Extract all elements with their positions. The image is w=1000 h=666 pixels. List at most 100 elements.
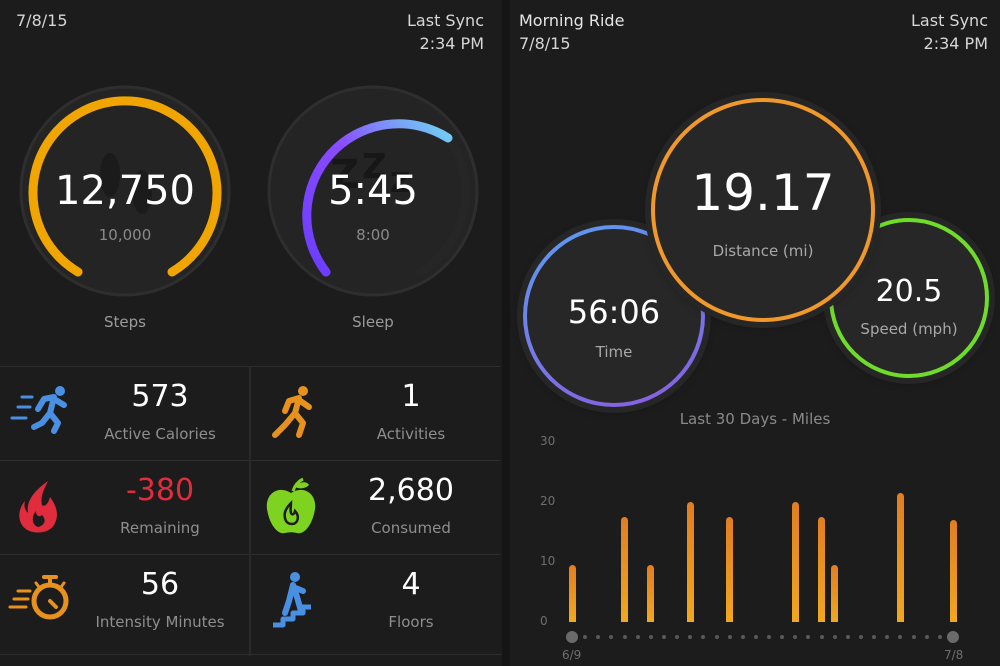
stat-consumed[interactable]: 2,680 Consumed bbox=[251, 460, 500, 553]
activity-date: 7/8/15 bbox=[519, 34, 571, 53]
chart-bar[interactable] bbox=[818, 517, 826, 622]
stat-remaining[interactable]: -380 Remaining bbox=[0, 460, 249, 553]
steps-value: 12,750 bbox=[55, 168, 195, 214]
timeline-dot bbox=[924, 635, 929, 639]
timeline-dot bbox=[832, 635, 837, 639]
timeline-dot bbox=[872, 635, 877, 639]
steps-ring[interactable]: 12,750 10,000 bbox=[10, 80, 240, 310]
timeline-dot bbox=[714, 635, 719, 639]
timeline-dot bbox=[767, 635, 772, 639]
y-tick-label: 10 bbox=[540, 554, 556, 568]
floors-value: 4 bbox=[401, 567, 421, 602]
grid-bottom-border bbox=[0, 654, 502, 655]
chart-bar[interactable] bbox=[568, 565, 576, 622]
sleep-value: 5:45 bbox=[328, 168, 418, 214]
chart-bar[interactable] bbox=[647, 565, 655, 622]
x-end-label: 7/8 bbox=[944, 648, 964, 662]
grid-divider bbox=[249, 366, 251, 656]
stopwatch-icon bbox=[8, 575, 69, 620]
timeline-dot bbox=[727, 635, 732, 639]
chart-bar[interactable] bbox=[791, 502, 799, 622]
timeline-dot bbox=[622, 635, 627, 639]
chart-title: Last 30 Days - Miles bbox=[679, 410, 831, 428]
chart-bar[interactable] bbox=[726, 517, 734, 622]
timeline-dot bbox=[583, 635, 588, 639]
timeline-endpoint bbox=[947, 631, 959, 643]
timeline-dot bbox=[740, 635, 745, 639]
chart-bar[interactable] bbox=[896, 493, 904, 622]
sleep-label: Sleep bbox=[352, 313, 394, 331]
timeline-dot bbox=[661, 635, 666, 639]
timeline-dot bbox=[898, 635, 903, 639]
active-calories-label: Active Calories bbox=[104, 425, 216, 443]
svg-text:Z: Z bbox=[362, 147, 387, 187]
chart-bar[interactable] bbox=[831, 565, 839, 622]
panel-divider bbox=[502, 0, 510, 666]
intensity-minutes-label: Intensity Minutes bbox=[95, 613, 225, 631]
svg-text:Z: Z bbox=[390, 166, 410, 199]
timeline-dot bbox=[937, 635, 942, 639]
flame-icon bbox=[19, 481, 57, 533]
stat-active-calories[interactable]: 573 Active Calories bbox=[0, 366, 249, 459]
zzz-icon: Z Z Z bbox=[330, 147, 410, 199]
right-last-sync-time: 2:34 PM bbox=[923, 34, 988, 53]
running-icon bbox=[272, 386, 312, 438]
timeline-dot bbox=[845, 635, 850, 639]
stairs-climb-icon bbox=[273, 572, 311, 628]
timeline-dot bbox=[596, 635, 601, 639]
distance-metric-bubble[interactable]: 19.17 Distance (mi) bbox=[651, 98, 875, 322]
activities-value: 1 bbox=[401, 379, 421, 414]
sleep-goal: 8:00 bbox=[356, 226, 390, 244]
speed-label: Speed (mph) bbox=[860, 320, 958, 338]
remaining-value: -380 bbox=[125, 473, 195, 508]
chart-bar[interactable] bbox=[686, 502, 694, 622]
stat-floors[interactable]: 4 Floors bbox=[251, 554, 500, 655]
y-tick-label: 30 bbox=[540, 434, 556, 448]
timeline-dot bbox=[780, 635, 785, 639]
timeline-dot bbox=[701, 635, 706, 639]
timeline-dot bbox=[648, 635, 653, 639]
timeline-endpoint bbox=[566, 631, 578, 643]
timeline-dot bbox=[793, 635, 798, 639]
svg-text:Z: Z bbox=[330, 152, 359, 198]
consumed-value: 2,680 bbox=[368, 473, 454, 508]
right-last-sync-label: Last Sync bbox=[911, 11, 988, 30]
stat-activities[interactable]: 1 Activities bbox=[251, 366, 500, 459]
timeline-dot bbox=[806, 635, 811, 639]
timeline-dot bbox=[753, 635, 758, 639]
y-tick-label: 0 bbox=[540, 614, 548, 628]
timeline-dot bbox=[675, 635, 680, 639]
apple-flame-icon bbox=[266, 477, 316, 534]
steps-label: Steps bbox=[104, 313, 146, 331]
chart-bar[interactable] bbox=[949, 520, 957, 622]
time-value: 56:06 bbox=[567, 293, 661, 331]
distance-value: 19.17 bbox=[691, 164, 835, 222]
chart-bar[interactable] bbox=[621, 517, 629, 622]
activity-title: Morning Ride bbox=[519, 11, 625, 30]
last-sync-time: 2:34 PM bbox=[419, 34, 484, 53]
daily-summary-panel: 7/8/15 Last Sync 2:34 PM 12,750 10,000 S… bbox=[0, 11, 502, 656]
footprints-icon bbox=[100, 153, 152, 214]
timeline-dot bbox=[688, 635, 693, 639]
x-start-label: 6/9 bbox=[562, 648, 582, 662]
timeline-dot bbox=[859, 635, 864, 639]
speed-value: 20.5 bbox=[875, 274, 943, 309]
y-tick-label: 20 bbox=[540, 494, 556, 508]
time-label: Time bbox=[595, 343, 633, 361]
floors-label: Floors bbox=[388, 613, 434, 631]
running-fast-icon bbox=[10, 386, 67, 434]
active-calories-value: 573 bbox=[131, 379, 189, 414]
sleep-ring[interactable]: Z Z Z 5:45 8:00 bbox=[258, 80, 488, 310]
stat-intensity-minutes[interactable]: 56 Intensity Minutes bbox=[0, 554, 249, 655]
distance-label: Distance (mi) bbox=[712, 242, 814, 260]
steps-goal: 10,000 bbox=[98, 226, 152, 244]
summary-date: 7/8/15 bbox=[16, 11, 68, 30]
last-sync-label: Last Sync bbox=[407, 11, 484, 30]
timeline-dot bbox=[635, 635, 640, 639]
timeline-dot bbox=[885, 635, 890, 639]
timeline-dot bbox=[609, 635, 614, 639]
consumed-label: Consumed bbox=[371, 519, 451, 537]
intensity-minutes-value: 56 bbox=[140, 567, 180, 602]
activities-label: Activities bbox=[376, 425, 446, 443]
timeline-dot bbox=[819, 635, 824, 639]
